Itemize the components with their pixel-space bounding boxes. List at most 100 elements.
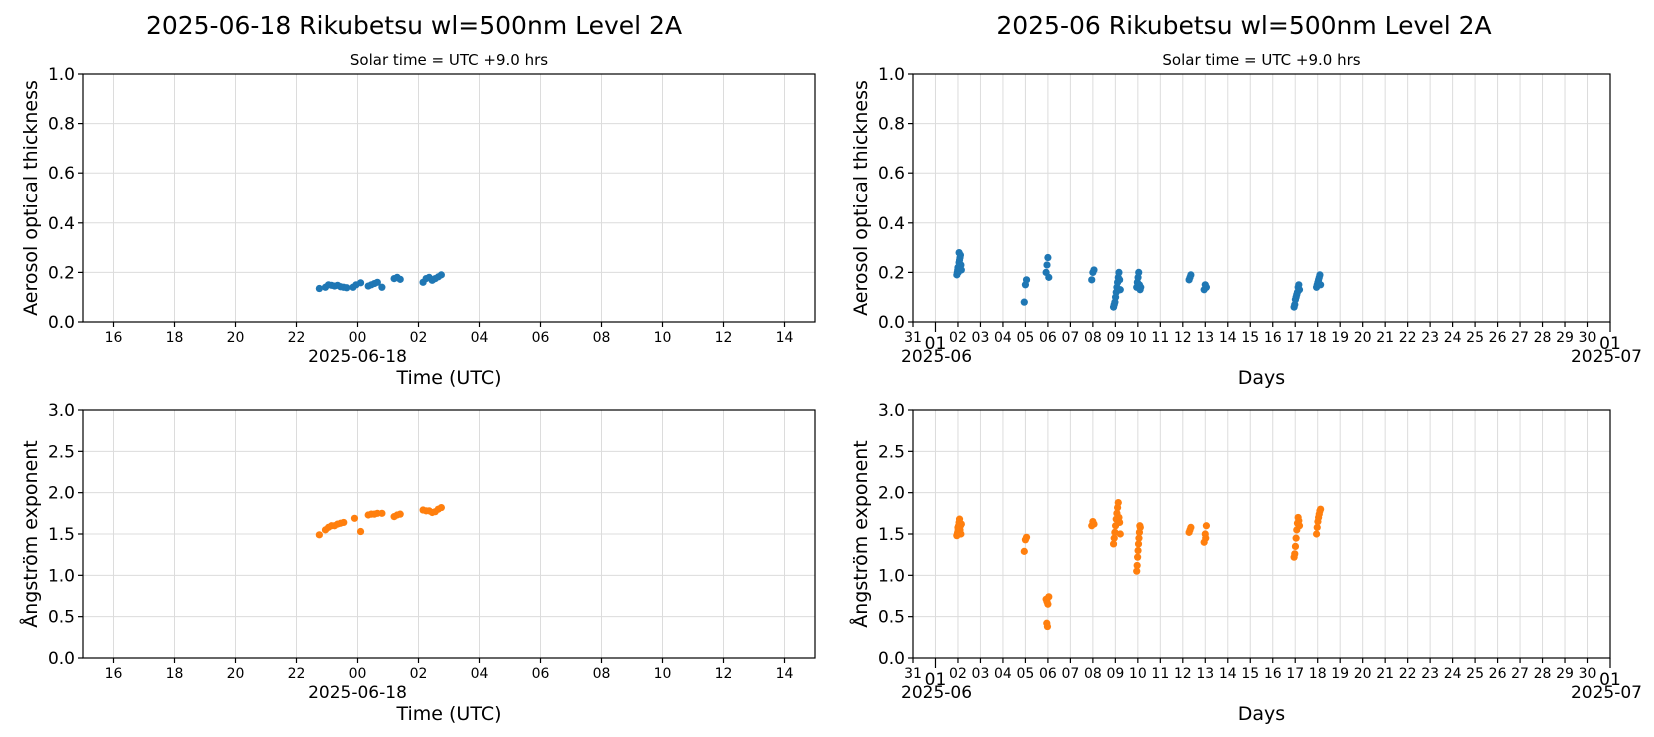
daily-angstrom-ytick-label: 2.0 — [48, 484, 75, 504]
monthly-angstrom-ytick-label: 2.0 — [878, 484, 905, 504]
monthly-angstrom-point — [1110, 534, 1118, 542]
monthly-angstrom-xtick-label: 31 — [904, 666, 922, 682]
monthly-aod-date-label: 2025-07 — [1571, 347, 1642, 367]
monthly-angstrom-xtick-label: 01 — [1599, 670, 1621, 690]
monthly-angstrom-point — [1187, 523, 1195, 531]
monthly-aod-point — [1135, 268, 1143, 276]
monthly-aod-point — [955, 248, 963, 257]
monthly-angstrom-point — [1135, 534, 1143, 542]
daily-aod-point — [356, 279, 365, 287]
daily-angstrom-point — [437, 503, 445, 512]
right-column-title: 2025-06 Rikubetsu wl=500nm Level 2A — [996, 11, 1491, 40]
monthly-aod-xtick-label: 07 — [1061, 330, 1079, 346]
monthly-aod-point — [1045, 273, 1053, 281]
monthly-angstrom-xaxis-label: Days — [1238, 703, 1285, 725]
monthly-angstrom-xtick-label: 01 — [925, 670, 947, 690]
monthly-aod-ytick-label: 0.6 — [878, 164, 905, 184]
daily-angstrom-xtick-label: 22 — [288, 666, 306, 682]
monthly-angstrom-xtick-label: 22 — [1399, 666, 1417, 682]
daily-angstrom-xtick-label: 06 — [532, 666, 550, 682]
daily-angstrom-xtick-label: 12 — [715, 666, 733, 682]
daily-aod-point — [396, 275, 404, 283]
monthly-aod-point — [956, 266, 964, 274]
monthly-aod-xtick-label: 20 — [1354, 330, 1372, 346]
daily-angstrom-ytick-label: 0.5 — [48, 608, 75, 628]
monthly-angstrom-xtick-label: 21 — [1376, 666, 1394, 682]
monthly-angstrom-date-label: 2025-06 — [901, 683, 972, 703]
daily-angstrom-ytick-label: 2.5 — [48, 442, 75, 462]
monthly-angstrom-xtick-label: 06 — [1039, 666, 1057, 682]
monthly-angstrom-yaxis-label: Ångström exponent — [849, 440, 872, 628]
monthly-aod-xtick-label: 21 — [1376, 330, 1394, 346]
monthly-aod-point — [1044, 253, 1052, 262]
monthly-aod-date-label: 2025-06 — [901, 347, 972, 367]
monthly-aod-point — [1022, 276, 1031, 284]
monthly-angstrom-xtick-label: 08 — [1084, 666, 1102, 682]
monthly-angstrom-point — [1022, 533, 1031, 541]
monthly-angstrom-date-label: 2025-07 — [1571, 683, 1642, 703]
monthly-aod-xtick-label: 03 — [972, 330, 990, 346]
monthly-angstrom-ytick-label: 0.0 — [878, 649, 905, 669]
monthly-aod-plot: 31 01 02 03 04 05 06 07 08 09 10 11 12 13 14 15 16 17 18 19… — [850, 51, 1642, 389]
monthly-angstrom-xtick-label: 09 — [1106, 666, 1124, 682]
monthly-aod-point — [1043, 261, 1051, 269]
daily-aod-point — [343, 284, 351, 292]
daily-angstrom-xtick-label: 14 — [776, 666, 794, 682]
monthly-aod-point — [1137, 283, 1145, 291]
monthly-angstrom-xtick-label: 04 — [994, 666, 1012, 682]
daily-aod-xtick-label: 14 — [776, 330, 794, 346]
daily-angstrom-point — [315, 531, 323, 539]
daily-aod-point — [315, 284, 323, 293]
daily-aod-xtick-label: 22 — [288, 330, 306, 346]
daily-aod-plot: 16 18 20 22 00 02 04 06 08 10 12 14 0.0 0.2 0.4 0.6 0.8 1… — [20, 51, 816, 389]
monthly-angstrom-xtick-label: 03 — [972, 666, 990, 682]
monthly-aod-xtick-label: 02 — [949, 330, 967, 346]
monthly-angstrom-point — [1136, 523, 1144, 531]
monthly-aod-xtick-label: 08 — [1084, 330, 1102, 346]
daily-angstrom-point — [378, 509, 386, 517]
daily-aod-xaxis-label: Time (UTC) — [395, 367, 501, 389]
daily-aod-xtick-label: 20 — [227, 330, 245, 346]
daily-aod-ytick-label: 0.6 — [48, 164, 75, 184]
daily-angstrom-xtick-label: 10 — [654, 666, 672, 682]
monthly-aod-xtick-label: 24 — [1444, 330, 1462, 346]
monthly-aod-xtick-label: 23 — [1421, 330, 1439, 346]
monthly-aod-subtitle: Solar time = UTC +9.0 hrs — [1162, 51, 1360, 69]
monthly-aod-ytick-label: 0.8 — [878, 115, 905, 135]
daily-angstrom-ytick-label: 1.0 — [48, 566, 75, 586]
monthly-aod-point — [1116, 286, 1124, 294]
daily-aod-ytick-label: 1.0 — [48, 65, 75, 85]
daily-angstrom-ytick-label: 3.0 — [48, 401, 75, 421]
daily-aod-point — [437, 271, 445, 279]
daily-aod-point — [378, 283, 386, 291]
monthly-aod-yaxis-label: Aerosol optical thickness — [850, 80, 872, 316]
daily-aod-subtitle: Solar time = UTC +9.0 hrs — [350, 51, 548, 69]
daily-aod-ytick-label: 0.4 — [48, 214, 75, 234]
monthly-aod-xtick-label: 31 — [904, 330, 922, 346]
monthly-aod-xtick-label: 26 — [1489, 330, 1507, 346]
monthly-aod-xtick-label: 01 — [1599, 334, 1621, 354]
daily-angstrom-point — [356, 527, 365, 536]
monthly-angstrom-ytick-label: 1.5 — [878, 525, 905, 545]
monthly-angstrom-xtick-label: 20 — [1354, 666, 1372, 682]
monthly-angstrom-xtick-label: 16 — [1264, 666, 1282, 682]
monthly-angstrom-xtick-label: 13 — [1196, 666, 1214, 682]
monthly-angstrom-xtick-label: 11 — [1151, 666, 1169, 682]
monthly-aod-xtick-label: 11 — [1151, 330, 1169, 346]
monthly-angstrom-xtick-label: 26 — [1489, 666, 1507, 682]
monthly-angstrom-xtick-label: 15 — [1241, 666, 1259, 682]
monthly-aod-xtick-label: 17 — [1286, 330, 1304, 346]
monthly-aod-axes-frame — [912, 73, 1611, 323]
monthly-angstrom-point — [1313, 523, 1321, 531]
monthly-aod-xtick-label: 04 — [994, 330, 1012, 346]
daily-aod-xtick-label: 00 — [349, 330, 367, 346]
daily-aod-yaxis-label: Aerosol optical thickness — [20, 80, 42, 316]
monthly-aod-xtick-label: 25 — [1466, 330, 1484, 346]
monthly-angstrom-point — [1020, 547, 1028, 555]
monthly-aod-point — [1090, 266, 1098, 274]
daily-aod-axes-frame — [82, 73, 816, 323]
daily-aod-ytick-label: 0.0 — [48, 313, 75, 333]
monthly-aod-xaxis-label: Days — [1238, 367, 1285, 389]
monthly-angstrom-xtick-label: 23 — [1421, 666, 1439, 682]
